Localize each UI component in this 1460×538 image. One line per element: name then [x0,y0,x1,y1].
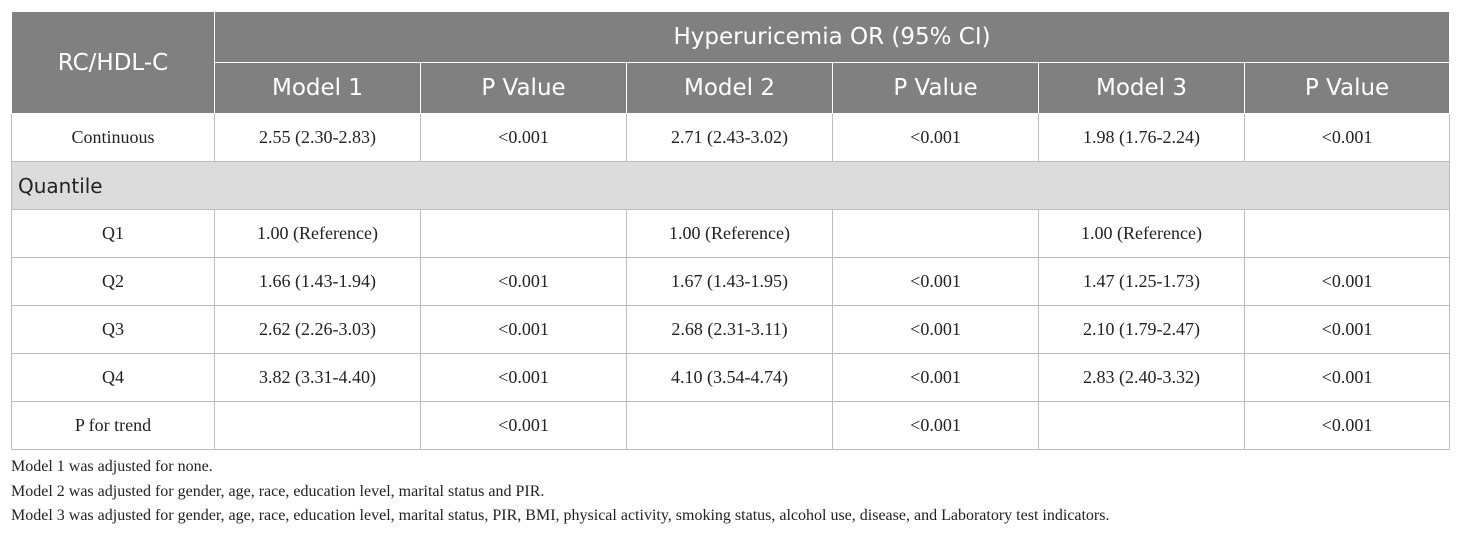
table-cell: <0.001 [420,257,627,306]
table-row: P for trend <0.001 <0.001 <0.001 [11,401,1451,450]
table-cell: <0.001 [420,353,627,402]
table-cell: 2.62 (2.26-3.03) [214,305,421,354]
table-cell: 4.10 (3.54-4.74) [626,353,833,402]
table-row: Continuous 2.55 (2.30-2.83) <0.001 2.71 … [11,113,1451,162]
footnote: Model 2 was adjusted for gender, age, ra… [11,482,545,500]
table-cell: 1.67 (1.43-1.95) [626,257,833,306]
row-header-cell: RC/HDL-C [11,11,215,114]
header-row-group: RC/HDL-C Hyperuricemia OR (95% CI) [11,11,1451,114]
table-cell: 3.82 (3.31-4.40) [214,353,421,402]
section-row: Quantile [10,161,1451,210]
results-table-container: RC/HDL-C Hyperuricemia OR (95% CI) Model… [10,11,1451,450]
row-label: P for trend [11,401,215,450]
section-label: Quantile [10,161,1451,210]
row-label: Continuous [11,113,215,162]
table-row: Q3 2.62 (2.26-3.03) <0.001 2.68 (2.31-3.… [11,305,1451,354]
table-cell: <0.001 [832,305,1039,354]
table-cell [626,401,833,450]
table-cell: <0.001 [420,113,627,162]
table-cell: <0.001 [1243,113,1451,162]
footnote: Model 3 was adjusted for gender, age, ra… [11,507,1110,524]
table-cell [214,401,421,450]
table-cell: 2.71 (2.43-3.02) [626,113,833,162]
table-cell: <0.001 [420,401,627,450]
table-cell: <0.001 [420,305,627,354]
row-label: Q1 [11,209,215,258]
column-header: P Value [420,62,627,114]
column-header: Model 2 [626,62,833,114]
table-cell [1038,401,1245,450]
column-header: Model 3 [1038,62,1245,114]
table-cell: 2.83 (2.40-3.32) [1038,353,1245,402]
table-cell: 1.47 (1.25-1.73) [1038,257,1245,306]
row-label: Q2 [11,257,215,306]
table-cell: 1.00 (Reference) [626,209,833,258]
table-cell: 2.68 (2.31-3.11) [626,305,833,354]
table-cell: <0.001 [1243,257,1451,306]
table-cell: 1.00 (Reference) [1038,209,1245,258]
table-cell: 1.00 (Reference) [214,209,421,258]
table-cell: <0.001 [832,257,1039,306]
row-label: Q3 [11,305,215,354]
table-cell: <0.001 [832,113,1039,162]
table-row: Q4 3.82 (3.31-4.40) <0.001 4.10 (3.54-4.… [11,353,1451,402]
table-footnotes: Model 1 was adjusted for none. Model 2 w… [11,455,1449,529]
table-cell: <0.001 [832,353,1039,402]
header-row-columns: Model 1 P Value Model 2 P Value Model 3 … [12,62,1451,114]
table-cell [832,209,1039,258]
table-row: Q2 1.66 (1.43-1.94) <0.001 1.67 (1.43-1.… [11,257,1451,306]
footnote: Model 1 was adjusted for none. [11,458,213,475]
table-cell: 1.98 (1.76-2.24) [1038,113,1245,162]
table-cell [420,209,627,258]
table-cell: <0.001 [1243,353,1451,402]
column-header: P Value [832,62,1039,114]
group-header-cell: Hyperuricemia OR (95% CI) [213,11,1451,63]
table-cell: 2.55 (2.30-2.83) [214,113,421,162]
table-cell: <0.001 [1243,305,1451,354]
row-label: Q4 [11,353,215,402]
table-cell [1243,209,1451,258]
table-cell: <0.001 [1243,401,1451,450]
table-cell: <0.001 [832,401,1039,450]
table-cell: 2.10 (1.79-2.47) [1038,305,1245,354]
column-header: P Value [1243,62,1451,114]
column-header: Model 1 [214,62,421,114]
table-cell: 1.66 (1.43-1.94) [214,257,421,306]
table-row: Q1 1.00 (Reference) 1.00 (Reference) 1.0… [11,209,1451,258]
results-table: RC/HDL-C Hyperuricemia OR (95% CI) Model… [10,11,1451,450]
